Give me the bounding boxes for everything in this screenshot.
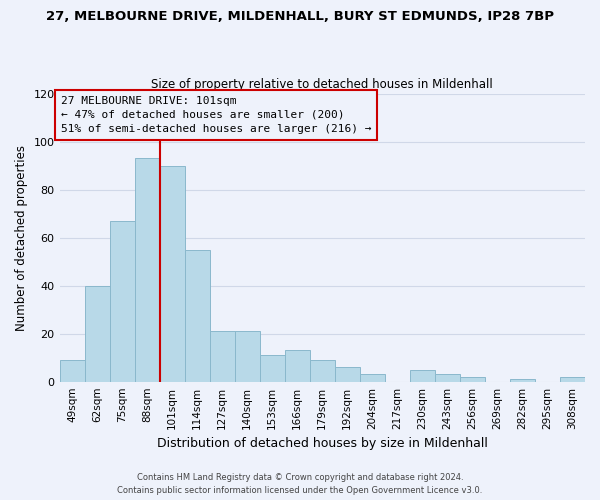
Bar [410,370,435,382]
Bar [85,286,110,382]
Y-axis label: Number of detached properties: Number of detached properties [15,144,28,330]
Bar [360,374,385,382]
Title: Size of property relative to detached houses in Mildenhall: Size of property relative to detached ho… [151,78,493,91]
Bar [335,368,360,382]
Bar [59,360,85,382]
Bar [260,356,285,382]
Bar [460,377,485,382]
Bar [510,380,535,382]
Text: Contains HM Land Registry data © Crown copyright and database right 2024.
Contai: Contains HM Land Registry data © Crown c… [118,474,482,495]
Text: 27, MELBOURNE DRIVE, MILDENHALL, BURY ST EDMUNDS, IP28 7BP: 27, MELBOURNE DRIVE, MILDENHALL, BURY ST… [46,10,554,23]
Text: 27 MELBOURNE DRIVE: 101sqm
← 47% of detached houses are smaller (200)
51% of sem: 27 MELBOURNE DRIVE: 101sqm ← 47% of deta… [61,96,371,134]
Bar [110,221,134,382]
Bar [285,350,310,382]
Bar [160,166,185,382]
Bar [209,332,235,382]
Bar [185,250,209,382]
Bar [134,158,160,382]
Bar [310,360,335,382]
X-axis label: Distribution of detached houses by size in Mildenhall: Distribution of detached houses by size … [157,437,488,450]
Bar [435,374,460,382]
Bar [235,332,260,382]
Bar [560,377,585,382]
